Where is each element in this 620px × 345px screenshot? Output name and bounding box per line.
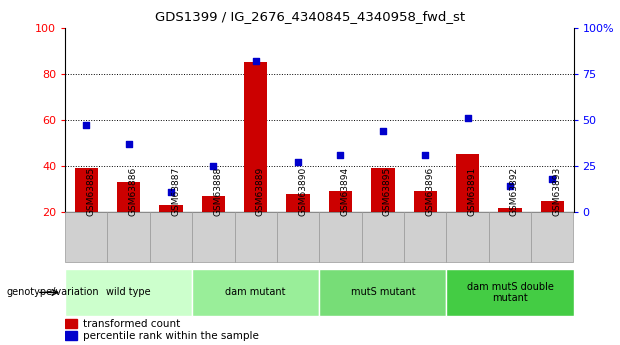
Point (81, 123, 91, 128)
Bar (498, 208, 521, 212)
Bar (192, 269, 319, 316)
Bar (65, 331, 78, 340)
Point (123, 141, 133, 147)
Text: transformed count: transformed count (84, 319, 180, 329)
Bar (286, 194, 310, 212)
Bar (371, 168, 394, 212)
Text: GSM63895: GSM63895 (383, 167, 392, 216)
Bar (159, 205, 183, 212)
Bar (446, 269, 574, 316)
Point (293, 160, 303, 165)
Text: GSM63891: GSM63891 (467, 167, 477, 216)
Text: GDS1399 / IG_2676_4340845_4340958_fwd_st: GDS1399 / IG_2676_4340845_4340958_fwd_st (155, 10, 465, 23)
Text: dam mutant: dam mutant (226, 287, 286, 297)
Text: GSM63887: GSM63887 (171, 167, 180, 216)
Bar (65, 212, 107, 262)
Point (547, 176, 557, 182)
Bar (446, 212, 489, 262)
Bar (329, 191, 352, 212)
Bar (489, 212, 531, 262)
Text: GSM63888: GSM63888 (213, 167, 223, 216)
Text: GSM63889: GSM63889 (255, 167, 265, 216)
Text: GSM63890: GSM63890 (298, 167, 307, 216)
Bar (319, 269, 446, 316)
Bar (234, 212, 277, 262)
Bar (361, 212, 404, 262)
Bar (107, 212, 150, 262)
Bar (244, 62, 267, 212)
Bar (65, 269, 192, 316)
Text: dam mutS double
mutant: dam mutS double mutant (466, 282, 554, 303)
Text: genotype/variation: genotype/variation (6, 287, 99, 297)
Point (463, 115, 472, 121)
Text: GSM63894: GSM63894 (340, 167, 350, 216)
Text: GSM63896: GSM63896 (425, 167, 434, 216)
Text: percentile rank within the sample: percentile rank within the sample (84, 331, 259, 341)
Bar (117, 182, 140, 212)
Text: GSM63893: GSM63893 (552, 167, 561, 216)
Bar (74, 168, 98, 212)
Point (208, 163, 218, 169)
Text: GSM63886: GSM63886 (128, 167, 138, 216)
Point (166, 189, 176, 195)
Bar (202, 196, 225, 212)
Bar (404, 212, 446, 262)
Point (250, 58, 260, 63)
Bar (277, 212, 319, 262)
Text: GSM63892: GSM63892 (510, 167, 519, 216)
Text: wild type: wild type (107, 287, 151, 297)
Text: GSM63885: GSM63885 (86, 167, 95, 216)
Bar (541, 201, 564, 212)
Point (420, 152, 430, 158)
Text: mutS mutant: mutS mutant (350, 287, 415, 297)
Point (378, 128, 388, 134)
Bar (531, 212, 574, 262)
Bar (456, 155, 479, 212)
Bar (319, 212, 361, 262)
Point (505, 184, 515, 189)
Bar (414, 191, 437, 212)
Bar (192, 212, 234, 262)
Bar (65, 319, 78, 328)
Bar (150, 212, 192, 262)
Point (335, 152, 345, 158)
